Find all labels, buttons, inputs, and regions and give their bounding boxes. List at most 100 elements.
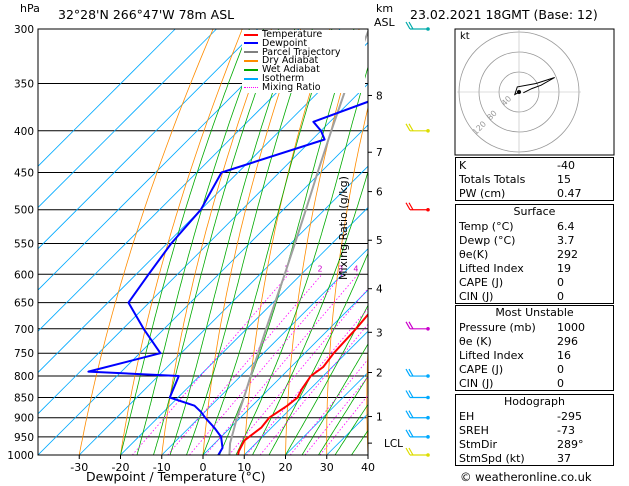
pressure-tick-label: 950 [14,432,34,444]
wind-barb-icon [405,368,411,377]
row-label: CAPE (J) [459,275,504,289]
table-row: SREH -73 [456,423,613,437]
dry-adiabat-line [161,29,272,455]
table-row: PW (cm) 0.47 [456,186,613,200]
pressure-tick-label: 550 [14,238,34,250]
wet-adiabat-line [153,29,279,455]
km-tick-label: 4 [376,284,383,296]
row-label: Pressure (mb) [459,320,536,334]
legend-swatch [244,86,258,88]
legend-label: Parcel Trajectory [262,46,341,58]
row-value: 0 [557,376,564,390]
dry-adiabat-line [243,29,331,455]
table-row: Totals Totals 15 [456,172,613,186]
row-value: 1000 [557,320,585,334]
table-row: StmSpd (kt) 37 [456,451,613,465]
temperature-tick-label: 30 [320,461,334,474]
legend-label: Wet Adiabat [262,64,320,76]
row-value: -40 [557,158,575,172]
wind-barb-dot [426,453,430,457]
pressure-tick-label: 450 [14,167,34,179]
pressure-tick-label: 400 [14,126,34,138]
x-axis-title: Dewpoint / Temperature (°C) [86,469,266,484]
temperature-tick-label: 0 [200,461,207,474]
row-value: -295 [557,409,582,423]
asl-label: ASL [374,16,395,29]
row-value: 15 [557,172,571,186]
wet-adiabat-line [136,29,264,455]
row-value: -73 [557,423,575,437]
row-label: Lifted Index [459,261,524,275]
table-row: Lifted Index 19 [456,261,613,275]
row-value: 19 [557,261,571,275]
km-tick-label: 7 [376,147,383,159]
wet-adiabat-line [235,65,368,455]
row-value: 6.4 [557,219,575,233]
wind-barb-dot [426,326,430,331]
pressure-tick-label: 700 [14,324,34,336]
indices-table: K -40 Totals Totals 15 PW (cm) 0.47 [455,157,614,201]
wind-barb-icon [405,202,411,211]
surface-title: Surface [513,205,556,218]
isotherm-line [38,29,217,209]
dry-adiabat-line [366,338,368,455]
pressure-tick-label: 1000 [7,450,34,462]
legend-swatch [244,33,258,36]
wet-adiabat-line [219,29,355,455]
row-value: 0 [557,275,564,289]
wet-adiabat-line [252,170,368,455]
legend-swatch [244,77,258,80]
legend: Temperature Dewpoint Parcel Trajectory Dry … [242,30,365,93]
isotherm-line [38,29,176,167]
table-row: Temp (°C) 6.4 [456,219,613,233]
hodograph-table: Hodograph EH -295 SREH -73 StmDir 289° StmSpd … [455,394,614,466]
table-row: CIN (J) 0 [456,289,613,303]
legend-swatch [244,51,258,54]
row-value: 0 [557,289,564,303]
row-label: θe (K) [459,334,492,348]
wind-barb-dot [426,435,430,439]
pressure-tick-label: 900 [14,413,34,425]
row-value: 292 [557,247,578,261]
table-row: CAPE (J) 0 [456,362,613,376]
most-unstable-title: Most Unstable [495,306,574,319]
pressure-tick-label: 350 [14,79,34,91]
mixing-ratio-line [131,274,289,455]
mixing-ratio-label: 20 [444,264,454,273]
table-row: Dewp (°C) 3.7 [456,233,613,247]
pressure-tick-label: 500 [14,205,34,217]
isotherm-line [243,330,368,455]
table-row: StmDir 289° [456,437,613,451]
wind-barb-icon [408,21,414,30]
wet-adiabat-line [285,304,368,455]
row-value: 0.47 [557,186,582,200]
km-tick-label: 3 [376,327,383,339]
dry-adiabat-line [120,29,243,455]
legend-item: Parcel Trajectory [244,46,341,58]
table-row: CIN (J) 0 [456,376,613,390]
isotherm-line [38,124,368,455]
wet-adiabat-line [202,29,333,455]
mixing-ratio-label: 4 [353,264,358,273]
pressure-tick-label: 850 [14,392,34,404]
wind-barb-icon [405,390,411,398]
legend-swatch [244,59,258,62]
wind-barb-dot [426,128,430,133]
isotherm-line [78,165,368,455]
pressure-tick-label: 300 [14,24,34,36]
mixing-ratio-label: 6 [376,264,381,273]
isotherm-line [161,248,368,455]
wind-barb-icon [408,390,414,398]
row-label: PW (cm) [459,186,506,200]
mixing-ratio-label: 2 [318,264,323,273]
wet-adiabat-line [120,29,250,455]
mixing-ratio-line [259,323,368,455]
surface-table: Surface Temp (°C) 6.4 Dewp (°C) 3.7 θe(K) 292… [455,204,614,304]
row-label: CAPE (J) [459,362,504,376]
wind-barb-icon [405,321,411,330]
km-tick-label: 1 [376,412,383,424]
legend-label: Dry Adiabat [262,55,319,67]
wet-adiabat-line [334,403,368,455]
wind-barb-icon [408,447,414,456]
